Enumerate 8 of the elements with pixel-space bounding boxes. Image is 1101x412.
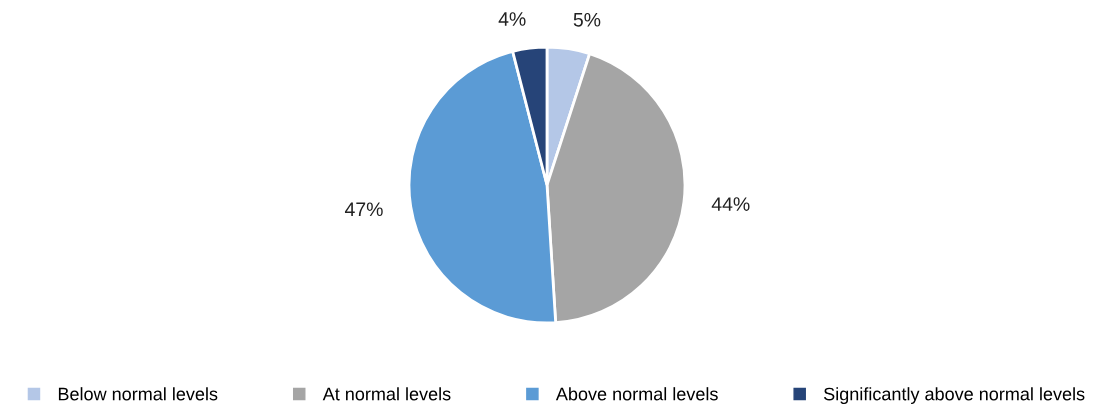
legend-label: At normal levels [322,387,451,401]
data-label: 44% [711,197,750,211]
data-label: 4% [498,12,526,26]
legend-label: Above normal levels [555,387,718,401]
legend-label: Below normal levels [58,387,218,401]
data-label: 5% [573,12,601,27]
legend-label: Significantly above normal levels [823,387,1085,404]
data-label: 47% [344,202,383,217]
